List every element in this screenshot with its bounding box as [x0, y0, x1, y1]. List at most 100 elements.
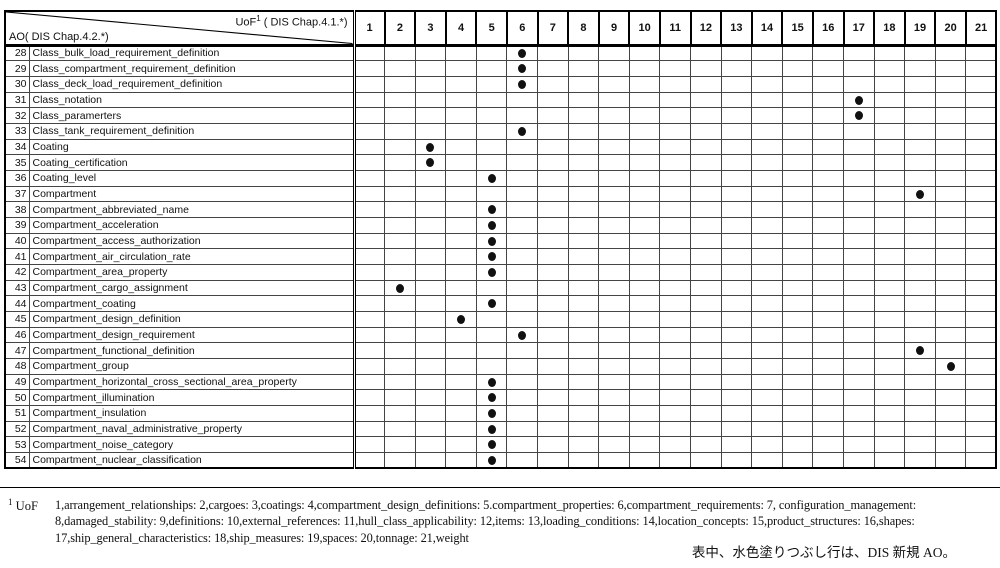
matrix-cell [628, 154, 661, 171]
matrix-cell [690, 122, 722, 140]
matrix-cell [445, 310, 477, 328]
matrix-cell [720, 295, 753, 312]
matrix-cell [720, 232, 753, 250]
matrix-cell [353, 326, 386, 344]
ao-name-cell: Compartment_naval_administrative_propert… [28, 420, 356, 438]
matrix-cell [628, 232, 661, 250]
matrix-cell [690, 75, 722, 93]
ao-number-cell: 54 [4, 451, 30, 469]
ao-name-cell: Compartment_nuclear_classification [28, 451, 356, 469]
matrix-cell [414, 342, 447, 359]
matrix-cell [475, 138, 508, 156]
matrix-cell [934, 295, 967, 312]
matrix-cell [537, 138, 569, 156]
uof-mark-dot [487, 173, 496, 183]
matrix-cell [843, 232, 875, 250]
matrix-cell [445, 404, 477, 422]
matrix-cell [720, 326, 753, 344]
uof-mark-dot [518, 79, 527, 89]
matrix-cell [353, 295, 386, 312]
diagonal-divider-line [10, 13, 343, 42]
matrix-cell [445, 75, 477, 93]
matrix-cell [598, 310, 630, 328]
matrix-cell [659, 154, 692, 171]
matrix-cell [384, 279, 416, 297]
matrix-cell [506, 451, 539, 469]
matrix-cell [598, 295, 630, 312]
ao-number-cell: 33 [4, 122, 30, 140]
uof-column-header: 21 [964, 10, 998, 47]
matrix-cell [690, 436, 722, 453]
matrix-cell [445, 357, 477, 375]
matrix-cell [904, 436, 936, 453]
matrix-cell [506, 389, 539, 406]
table-row: 42 Compartment_area_property [4, 263, 997, 281]
matrix-cell [445, 60, 477, 77]
ao-name-cell: Compartment_access_authorization [28, 232, 356, 250]
matrix-cell [965, 185, 997, 203]
uof-mark-dot [487, 267, 496, 277]
matrix-cell [873, 154, 906, 171]
matrix-cell [751, 232, 783, 250]
matrix-cell [353, 373, 386, 391]
matrix-cell [414, 404, 447, 422]
matrix-cell [690, 232, 722, 250]
matrix-cell [384, 389, 416, 406]
matrix-cell [445, 373, 477, 391]
matrix-cell [628, 357, 661, 375]
ao-number-cell: 43 [4, 279, 30, 297]
matrix-cell [751, 389, 783, 406]
matrix-cell [598, 169, 630, 187]
matrix-cell [475, 404, 508, 422]
matrix-cell [353, 44, 386, 62]
table-row: 47 Compartment_functional_definition [4, 342, 997, 359]
footnote-text: 1,arrangement_relationships: 2,cargoes: … [55, 497, 995, 546]
matrix-cell [965, 248, 997, 265]
matrix-cell [873, 357, 906, 375]
matrix-cell [384, 295, 416, 312]
uof-mark-dot [487, 236, 496, 246]
matrix-cell [628, 107, 661, 124]
matrix-cell [506, 248, 539, 265]
table-row: 34 Coating [4, 138, 997, 156]
matrix-cell [965, 420, 997, 438]
matrix-cell [475, 357, 508, 375]
matrix-cell [537, 60, 569, 77]
matrix-cell [567, 451, 600, 469]
matrix-cell [628, 44, 661, 62]
matrix-cell [843, 451, 875, 469]
matrix-cell [445, 436, 477, 453]
ao-axis-label: AO( DIS Chap.4.2.*) [9, 30, 109, 43]
matrix-cell [690, 169, 722, 187]
matrix-cell [934, 451, 967, 469]
matrix-cell [781, 75, 814, 93]
matrix-cell [567, 216, 600, 234]
matrix-cell [414, 451, 447, 469]
matrix-cell [720, 185, 753, 203]
matrix-cell [475, 232, 508, 250]
matrix-cell [598, 216, 630, 234]
matrix-cell [384, 91, 416, 109]
ao-name-cell: Compartment_design_requirement [28, 326, 356, 344]
uof-column-header: 18 [873, 10, 906, 47]
matrix-cell [812, 107, 844, 124]
matrix-cell [384, 263, 416, 281]
matrix-cell [414, 44, 447, 62]
matrix-cell [873, 75, 906, 93]
matrix-cell [628, 248, 661, 265]
matrix-cell [781, 248, 814, 265]
uof-mark-dot [487, 393, 496, 403]
matrix-cell [812, 232, 844, 250]
matrix-cell [690, 107, 722, 124]
matrix-cell [904, 232, 936, 250]
matrix-cell [843, 279, 875, 297]
matrix-cell [598, 232, 630, 250]
ao-number-cell: 45 [4, 310, 30, 328]
matrix-cell [598, 154, 630, 171]
matrix-cell [628, 326, 661, 344]
matrix-cell [965, 60, 997, 77]
uof-mark-dot [487, 440, 496, 450]
matrix-cell [690, 44, 722, 62]
matrix-cell [659, 44, 692, 62]
matrix-cell [690, 154, 722, 171]
